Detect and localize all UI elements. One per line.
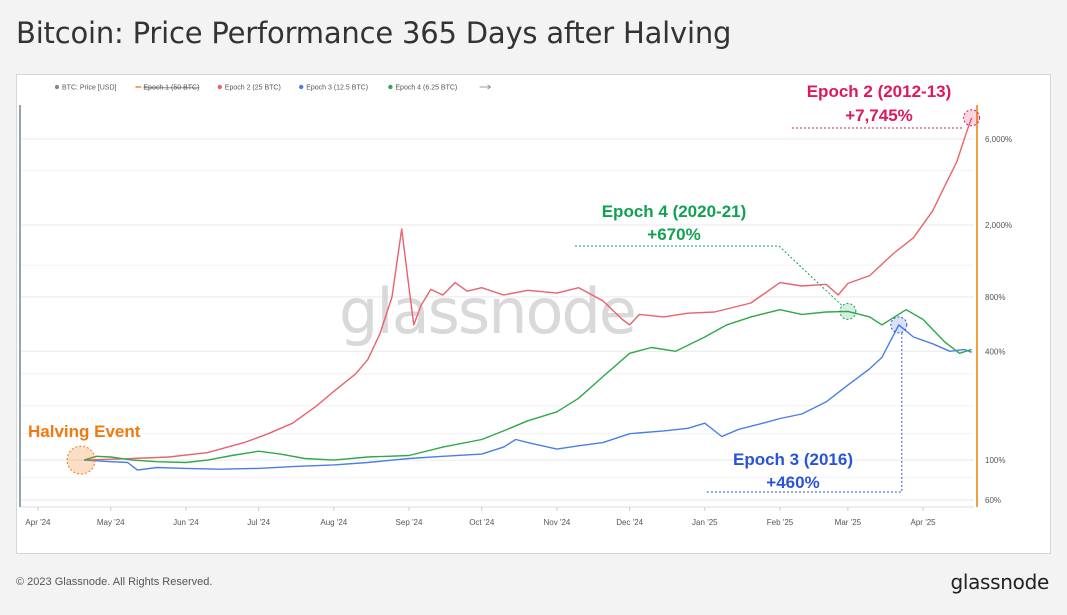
annotation-title: Halving Event [28,422,141,441]
grid-lines [21,138,974,501]
epoch4-leader-line [575,245,843,306]
x-tick-label: Apr '24 [25,518,51,527]
legend-dot [217,84,222,90]
x-tick-label: Jul '24 [247,518,270,527]
annotation-value: +7,745% [845,106,913,125]
y-tick-label: 2,000% [985,221,1012,230]
x-tick-label: Apr '25 [911,518,937,527]
series-line [83,117,973,461]
y-tick-label: 800% [985,293,1005,302]
annotation-title: Epoch 3 (2016) [733,450,853,469]
halving-event-marker [66,445,96,475]
epoch2-peak-marker [963,109,981,127]
annotation-labels: Epoch 2 (2012-13) +7,745% Epoch 4 (2020-21… [28,82,951,492]
legend-item[interactable] [479,84,492,90]
series-layer [83,117,973,471]
chart-legend: BTC: Price [USD] Epoch 1 (50 BTC) Epoch 2 … [54,84,492,92]
x-tick-label: Oct '24 [469,518,495,527]
legend-item[interactable]: BTC: Price [USD] [54,84,117,92]
y-tick-label: 6,000% [985,135,1012,144]
annotation-markers [66,109,981,475]
annotation-title: Epoch 2 (2012-13) [807,82,952,101]
footer-logo: glassnode [950,570,1049,594]
x-tick-label: Feb '25 [767,518,794,527]
y-tick-label: 400% [985,347,1005,356]
chart-panel: glassnode BTC: Price [USD] Epoch 1 (50 BT… [16,74,1051,554]
y-axis-ticks: 60% 100% 400% 800% 2,000% 6,000% [985,135,1012,505]
epoch3-leader-line [705,332,903,493]
y-tick-label: 100% [985,456,1005,465]
epoch4-peak-marker [839,302,857,320]
x-tick-label: Aug '24 [320,518,347,527]
x-tick-label: Mar '25 [835,518,862,527]
legend-label: Epoch 3 (12.5 BTC) [306,85,368,92]
series-line [83,309,972,464]
chart-svg: glassnode BTC: Price [USD] Epoch 1 (50 BT… [19,82,1012,527]
legend-item[interactable]: Epoch 4 (6.25 BTC) [388,85,457,92]
legend-dot [54,84,60,90]
footer-copyright: © 2023 Glassnode. All Rights Reserved. [16,576,213,588]
annotation-title: Epoch 4 (2020-21) [602,202,747,221]
epoch3-peak-marker [890,316,908,334]
annotation-value: +460% [766,473,819,492]
x-tick-label: Dec '24 [616,518,643,527]
legend-dot [299,84,304,90]
watermark: glassnode [339,275,635,348]
x-tick-label: May '24 [97,518,125,527]
legend-label: Epoch 2 (25 BTC) [225,85,281,92]
axis-frame [19,105,978,508]
annotation-lines [575,127,964,493]
x-axis-ticks: Apr '24 May '24 Jun '24 Jul '24 Aug '24 Sep '… [25,507,936,527]
legend-item[interactable]: Epoch 1 (50 BTC) [135,85,199,92]
series-line [83,324,972,471]
legend-arrow-head [487,84,492,90]
legend-item[interactable]: Epoch 3 (12.5 BTC) [299,85,368,92]
page-title: Bitcoin: Price Performance 365 Days afte… [16,16,732,50]
x-tick-label: Sep '24 [396,518,423,527]
legend-label: Epoch 4 (6.25 BTC) [395,85,457,92]
x-tick-label: Jan '25 [692,518,718,527]
legend-label: BTC: Price [USD] [62,85,117,92]
legend-item[interactable]: Epoch 2 (25 BTC) [217,84,281,92]
legend-label: Epoch 1 (50 BTC) [143,85,199,92]
legend-dot [388,84,393,90]
y-tick-label: 60% [985,496,1001,505]
x-tick-label: Nov '24 [543,518,570,527]
x-tick-label: Jun '24 [173,518,199,527]
annotation-value: +670% [647,225,700,244]
